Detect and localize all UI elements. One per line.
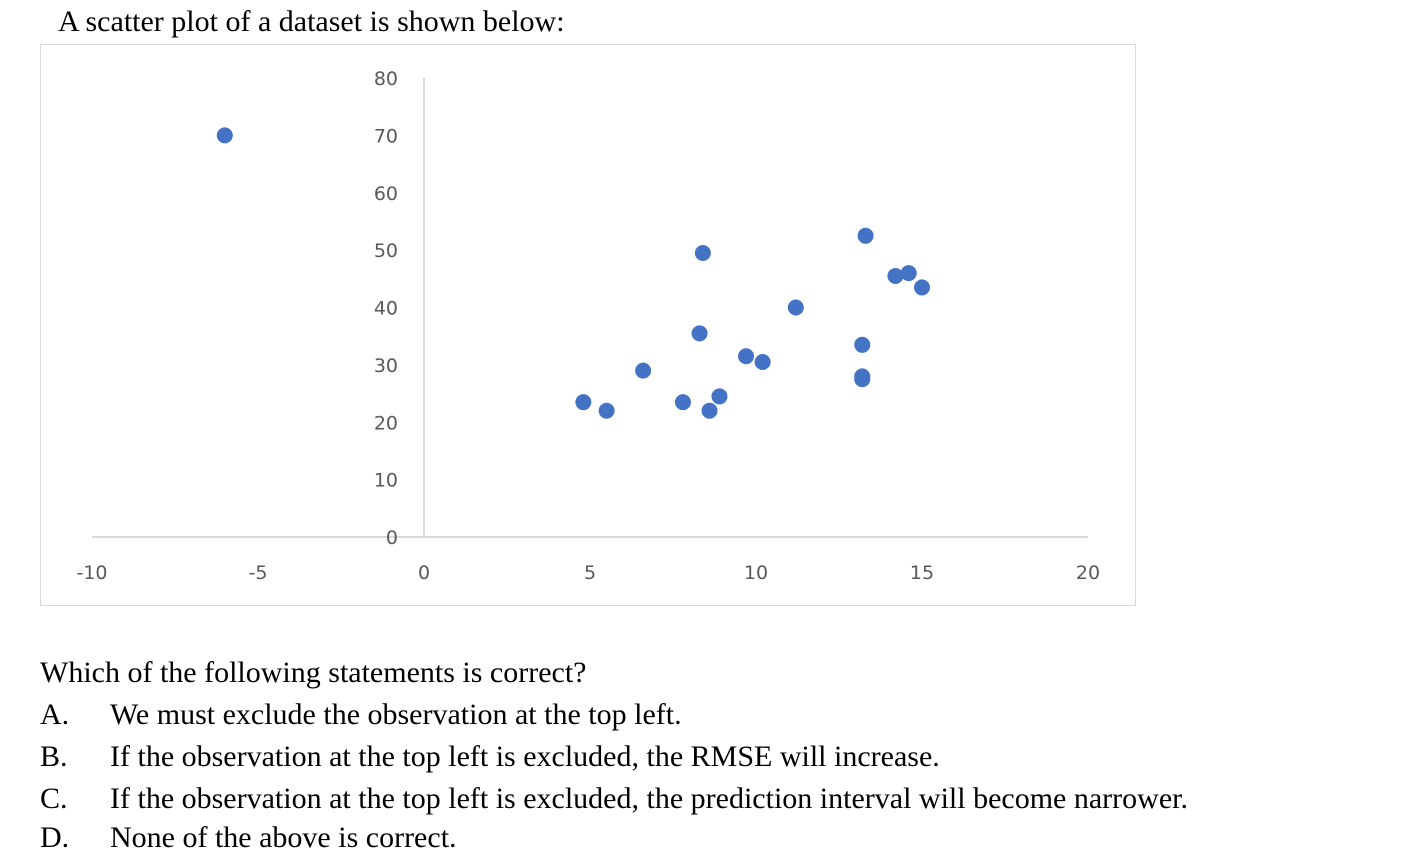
data-point <box>857 227 874 244</box>
option-d-letter: D. <box>40 821 70 854</box>
y-tick-label: 80 <box>374 68 398 90</box>
y-tick-label: 20 <box>374 412 398 434</box>
intro-text: A scatter plot of a dataset is shown bel… <box>58 5 565 38</box>
data-point <box>691 325 708 342</box>
data-point <box>598 402 615 419</box>
x-tick-label: -5 <box>249 562 268 584</box>
y-tick-label: 0 <box>386 527 398 549</box>
x-tick-label: -10 <box>76 562 107 584</box>
y-tick-label: 70 <box>374 125 398 147</box>
y-tick-label: 30 <box>374 355 398 377</box>
data-point <box>854 336 871 353</box>
data-point <box>754 354 771 371</box>
x-tick-label: 20 <box>1076 562 1100 584</box>
option-c-text: If the observation at the top left is ex… <box>110 782 1188 815</box>
data-point <box>738 348 755 365</box>
data-points <box>216 127 930 419</box>
data-point <box>900 265 917 282</box>
option-d-text: None of the above is correct. <box>110 821 457 854</box>
question-text: Which of the following statements is cor… <box>40 656 587 689</box>
x-tick-labels: -10 -5 0 5 10 15 20 <box>76 562 1100 584</box>
y-tick-label: 40 <box>374 298 398 320</box>
data-point <box>787 299 804 316</box>
data-point <box>674 394 691 411</box>
y-tick-label: 10 <box>374 470 398 492</box>
data-point <box>694 244 711 261</box>
x-tick-label: 10 <box>744 562 768 584</box>
option-a-letter: A. <box>40 698 70 731</box>
y-tick-label: 60 <box>374 183 398 205</box>
data-point <box>711 388 728 405</box>
data-point <box>914 279 930 296</box>
data-point <box>575 394 592 411</box>
data-point <box>854 371 871 388</box>
option-a-text: We must exclude the observation at the t… <box>110 698 682 731</box>
x-tick-label: 0 <box>418 562 430 584</box>
y-tick-label: 50 <box>374 240 398 262</box>
option-b-text: If the observation at the top left is ex… <box>110 740 940 773</box>
data-point <box>887 267 904 284</box>
y-tick-labels: 0 10 20 30 40 50 60 70 80 <box>374 68 398 549</box>
data-point <box>701 402 718 419</box>
data-point <box>216 127 233 144</box>
data-point <box>635 362 652 379</box>
option-c-letter: C. <box>40 782 68 815</box>
x-tick-label: 5 <box>584 562 596 584</box>
x-tick-label: 15 <box>910 562 934 584</box>
option-b-letter: B. <box>40 740 68 773</box>
